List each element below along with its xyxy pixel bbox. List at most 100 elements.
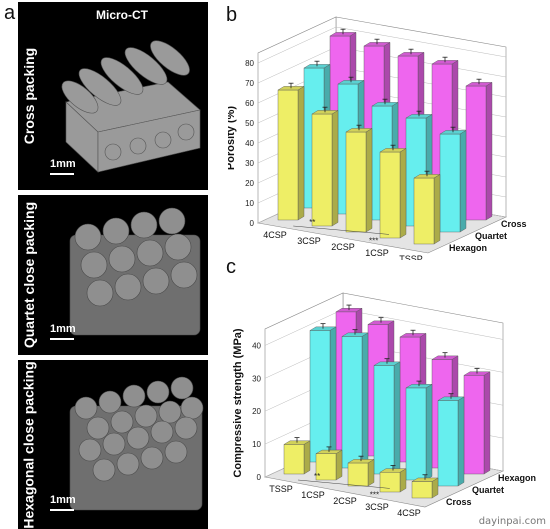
x-tick-label: 3CSP xyxy=(297,236,321,246)
x-tick-label: TSSP xyxy=(269,484,293,494)
x-tick-label: 1CSP xyxy=(301,490,325,500)
bar-side xyxy=(457,396,465,487)
bar xyxy=(379,465,407,493)
panel-letter-a: a xyxy=(4,2,16,24)
bar-top xyxy=(347,459,375,464)
bar-side xyxy=(329,326,337,463)
y-tick-label: 40 xyxy=(245,139,254,148)
bar-side xyxy=(485,82,493,221)
bar xyxy=(283,437,311,475)
y-tick-label: 40 xyxy=(252,341,261,350)
x-tick-label: TSSP xyxy=(399,254,423,260)
x-tick-label: 4CSP xyxy=(397,508,421,518)
bar-front xyxy=(465,85,487,221)
significance-bracket xyxy=(293,225,390,235)
bar-front xyxy=(405,387,427,481)
depth-label: Hexagon xyxy=(449,243,487,253)
bar-front xyxy=(341,336,363,469)
bar xyxy=(463,368,491,475)
y-tick-label: 10 xyxy=(252,440,261,449)
bar xyxy=(413,170,441,245)
bar-side xyxy=(365,128,373,233)
gridline xyxy=(257,26,507,64)
bar xyxy=(347,455,375,487)
bar-front xyxy=(309,330,331,463)
y-tick-label: 50 xyxy=(245,119,254,128)
y-tick-label: 20 xyxy=(245,179,254,188)
depth-label: Cross xyxy=(501,219,527,229)
micro-ct-panel-cross: Micro-CT Cross packing 1mm xyxy=(18,2,208,190)
panel-letter-c: c xyxy=(226,256,236,278)
significance-bracket xyxy=(297,479,390,489)
depth-label: Quartet xyxy=(472,485,504,495)
bar-side xyxy=(459,130,467,233)
x-tick-label: 3CSP xyxy=(365,502,389,512)
x-tick-label: 2CSP xyxy=(331,242,355,252)
bar-top xyxy=(437,396,465,401)
y-tick-label: 70 xyxy=(245,79,254,88)
cross-packing-render xyxy=(61,40,201,173)
bar-front xyxy=(379,472,401,493)
significance-label: *** xyxy=(369,236,378,245)
y-tick-label: 20 xyxy=(252,407,261,416)
bar xyxy=(405,380,433,481)
panel-letter-b: b xyxy=(226,4,238,26)
bar-front xyxy=(437,400,459,487)
bar-side xyxy=(367,459,375,487)
depth-label: Quartet xyxy=(475,231,507,241)
scale-bar xyxy=(50,173,74,175)
bar xyxy=(311,106,339,227)
micro-ct-panel-hexagonal: Hexagonal close packing 1mm xyxy=(18,360,208,529)
bar-front xyxy=(345,131,367,233)
porosity-chart: 0 10 20 30 40 50 60 70 80 Porosity (%) 4CSP 3CSP 2CS… xyxy=(228,16,527,260)
bar-side xyxy=(399,468,407,493)
bar-front xyxy=(283,444,305,475)
bar xyxy=(465,78,493,221)
bar-front xyxy=(347,462,369,487)
bar xyxy=(309,323,337,463)
bar-side xyxy=(425,383,433,481)
bar-front xyxy=(413,177,435,245)
bar-side xyxy=(297,86,305,221)
bar-front xyxy=(439,133,461,233)
bar-side xyxy=(361,332,369,469)
scale-bar xyxy=(50,338,74,340)
bar-front xyxy=(277,89,299,221)
y-axis-label: Compressive strength (MPa) xyxy=(232,328,244,477)
quartet-packing-render xyxy=(69,207,201,336)
significance-label: ** xyxy=(309,218,315,227)
y-tick-label: 80 xyxy=(245,59,254,68)
bar xyxy=(315,446,343,481)
bar xyxy=(373,358,401,475)
bar-top xyxy=(399,333,427,338)
y-axis-label: Porosity (%) xyxy=(228,106,237,171)
y-tick-label: 10 xyxy=(245,199,254,208)
y-tick-label: 60 xyxy=(245,99,254,108)
micro-ct-header: Micro-CT xyxy=(96,8,148,22)
bar-side xyxy=(331,110,339,227)
y-tick-label: 30 xyxy=(252,374,261,383)
bar xyxy=(411,474,439,499)
bar xyxy=(439,126,467,233)
bar-side xyxy=(335,449,343,481)
bar-side xyxy=(303,440,311,475)
x-tick-label: 2CSP xyxy=(333,496,357,506)
bar-top xyxy=(431,355,459,360)
watermark: dayinpai.com xyxy=(478,516,546,527)
bar-top xyxy=(373,361,401,366)
y-tick-label: 0 xyxy=(250,219,255,228)
micro-ct-panel-quartet: Quartet close packing 1mm xyxy=(18,195,208,355)
hexagonal-packing-render xyxy=(69,376,204,511)
significance-label: ** xyxy=(314,472,320,481)
depth-label: Cross xyxy=(446,497,472,507)
scale-bar-label: 1mm xyxy=(50,323,76,335)
bar-front xyxy=(463,375,485,475)
bar xyxy=(341,329,369,469)
bar xyxy=(437,393,465,487)
bar xyxy=(277,82,305,221)
bar xyxy=(379,144,407,239)
bar-side xyxy=(399,148,407,239)
bar-front xyxy=(373,365,395,475)
bar-front xyxy=(411,481,433,499)
bar-front xyxy=(379,151,401,239)
